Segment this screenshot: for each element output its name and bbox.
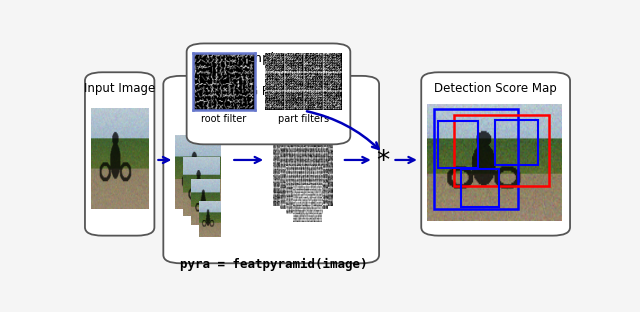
FancyBboxPatch shape bbox=[187, 43, 350, 144]
Text: HOG Pyramid: HOG Pyramid bbox=[232, 85, 311, 99]
FancyBboxPatch shape bbox=[85, 72, 154, 236]
Text: $*$: $*$ bbox=[376, 147, 390, 173]
FancyBboxPatch shape bbox=[163, 76, 379, 263]
Text: root filter: root filter bbox=[202, 114, 246, 124]
Text: Templates: Templates bbox=[235, 52, 302, 65]
Text: pyra = featpyramid(image): pyra = featpyramid(image) bbox=[180, 258, 367, 271]
FancyBboxPatch shape bbox=[421, 72, 570, 236]
Text: Input Image: Input Image bbox=[84, 82, 156, 95]
Text: part filters: part filters bbox=[278, 114, 329, 124]
Text: Detection Score Map: Detection Score Map bbox=[435, 82, 557, 95]
